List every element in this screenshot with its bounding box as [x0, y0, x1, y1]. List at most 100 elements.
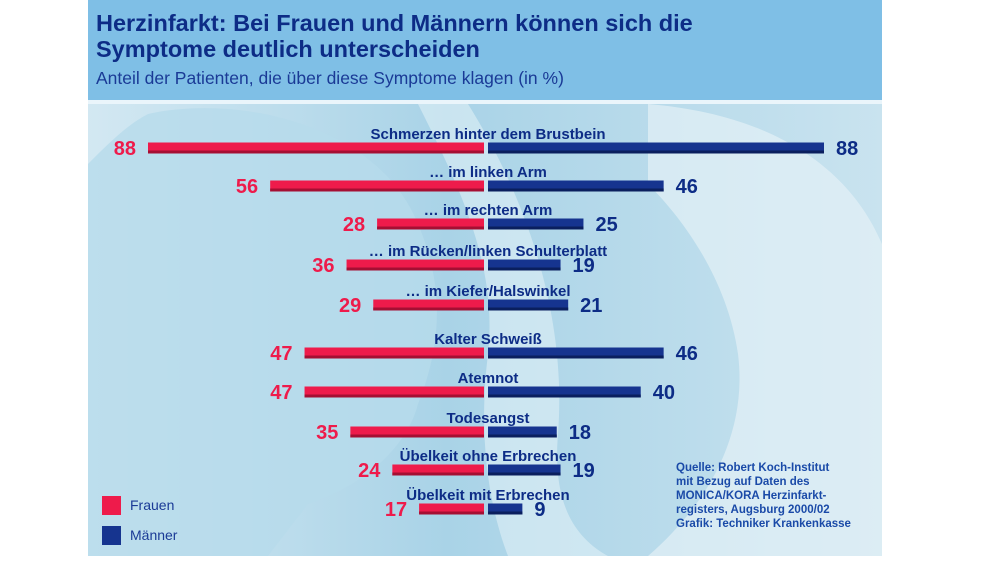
value-label-maenner: 9: [534, 499, 545, 521]
man-silhouette: [648, 104, 882, 556]
category-label: … im Kiefer/Halswinkel: [405, 283, 570, 300]
bar-frauen-shadow: [419, 511, 484, 515]
bar-maenner-shadow: [488, 434, 557, 438]
title-line-2: Symptome deutlich unterscheiden: [96, 36, 480, 62]
bar-frauen-shadow: [148, 150, 484, 154]
bar-maenner-shadow: [488, 307, 569, 311]
legend-item-maenner: Männer: [102, 520, 177, 550]
bar-row: … im linken Arm 56 46: [236, 164, 698, 198]
bar-maenner-shadow: [488, 355, 664, 359]
bar-frauen-shadow: [304, 355, 484, 359]
value-label-maenner: 46: [676, 343, 698, 365]
bar-frauen: [350, 426, 484, 438]
value-label-maenner: 21: [580, 295, 602, 317]
chart-title: Herzinfarkt: Bei Frauen und Männern könn…: [96, 10, 876, 62]
category-label: Todesangst: [446, 410, 529, 427]
bar-row: … im Kiefer/Halswinkel 29 21: [339, 283, 602, 317]
source-line: Grafik: Techniker Krankenkasse: [676, 518, 851, 530]
source-note: Quelle: Robert Koch-Institut mit Bezug a…: [676, 461, 876, 531]
bar-frauen-shadow: [373, 307, 484, 311]
bar-frauen: [377, 218, 484, 230]
title-line-1: Herzinfarkt: Bei Frauen und Männern könn…: [96, 10, 693, 36]
category-label: Atemnot: [458, 370, 519, 387]
value-label-frauen: 88: [114, 138, 136, 160]
bar-maenner-shadow: [488, 394, 641, 398]
value-label-frauen: 24: [358, 460, 381, 482]
value-label-frauen: 28: [343, 214, 365, 236]
value-label-frauen: 35: [316, 422, 338, 444]
bar-maenner: [488, 259, 561, 271]
category-label: Übelkeit ohne Erbrechen: [400, 448, 577, 465]
source-line: registers, Augsburg 2000/02: [676, 504, 830, 516]
value-label-frauen: 36: [312, 255, 334, 277]
bar-frauen: [304, 347, 484, 359]
bar-frauen: [304, 386, 484, 398]
bar-frauen-shadow: [392, 472, 484, 476]
bar-maenner-shadow: [488, 472, 561, 476]
bar-frauen: [392, 464, 484, 476]
bar-maenner: [488, 347, 664, 359]
category-label: … im Rücken/linken Schulterblatt: [369, 243, 607, 260]
value-label-maenner: 19: [573, 460, 595, 482]
bar-maenner: [488, 299, 569, 311]
bar-maenner: [488, 503, 523, 515]
source-line: mit Bezug auf Daten des: [676, 476, 810, 488]
bar-maenner-shadow: [488, 188, 664, 192]
bar-maenner: [488, 426, 557, 438]
bar-row: … im rechten Arm 28 25: [343, 202, 618, 236]
value-label-maenner: 18: [569, 422, 591, 444]
bar-frauen-shadow: [350, 434, 484, 438]
value-label-frauen: 47: [270, 382, 292, 404]
bar-frauen: [270, 180, 484, 192]
value-label-frauen: 56: [236, 176, 258, 198]
bar-frauen-shadow: [270, 188, 484, 192]
bar-maenner-shadow: [488, 150, 824, 154]
bar-frauen: [346, 259, 484, 271]
bar-frauen: [419, 503, 484, 515]
value-label-frauen: 29: [339, 295, 361, 317]
bar-frauen: [148, 142, 484, 154]
bar-frauen-shadow: [346, 267, 484, 271]
bar-maenner: [488, 142, 824, 154]
legend-swatch-frauen: [102, 495, 121, 515]
bar-maenner: [488, 386, 641, 398]
bar-maenner-shadow: [488, 511, 523, 515]
background-portraits: [88, 104, 882, 556]
category-label: Übelkeit mit Erbrechen: [406, 487, 569, 504]
value-label-maenner: 40: [653, 382, 675, 404]
infographic-frame: Herzinfarkt: Bei Frauen und Männern könn…: [88, 0, 882, 556]
bar-maenner: [488, 464, 561, 476]
bar-row: Übelkeit ohne Erbrechen 24 19: [358, 448, 595, 482]
bar-maenner-shadow: [488, 226, 584, 230]
category-label: Schmerzen hinter dem Brustbein: [370, 126, 605, 143]
bar-frauen-shadow: [377, 226, 484, 230]
value-label-frauen: 47: [270, 343, 292, 365]
legend: Frauen Männer: [102, 490, 177, 550]
legend-label-frauen: Frauen: [130, 497, 175, 513]
bar-row: Schmerzen hinter dem Brustbein 88 88: [114, 126, 859, 160]
bar-row: Kalter Schweiß 47 46: [270, 331, 698, 365]
source-line: Quelle: Robert Koch-Institut: [676, 462, 830, 474]
bar-row: Atemnot 47 40: [270, 370, 675, 404]
value-label-frauen: 17: [385, 499, 407, 521]
woman-silhouette: [88, 108, 437, 556]
bar-frauen-shadow: [304, 394, 484, 398]
value-label-maenner: 25: [595, 214, 617, 236]
source-line: MONICA/KORA Herzinfarkt-: [676, 490, 827, 502]
legend-item-frauen: Frauen: [102, 490, 177, 520]
legend-swatch-maenner: [102, 525, 121, 545]
bar-maenner: [488, 218, 584, 230]
chart-subtitle: Anteil der Patienten, die über diese Sym…: [96, 68, 564, 88]
bar-frauen: [373, 299, 484, 311]
bar-row: Todesangst 35 18: [316, 410, 591, 444]
value-label-maenner: 88: [836, 138, 858, 160]
bar-maenner: [488, 180, 664, 192]
legend-label-maenner: Männer: [130, 527, 178, 543]
header-banner: Herzinfarkt: Bei Frauen und Männern könn…: [88, 0, 882, 104]
value-label-maenner: 46: [676, 176, 698, 198]
bar-row: … im Rücken/linken Schulterblatt 36 19: [312, 243, 607, 277]
value-label-maenner: 19: [573, 255, 595, 277]
category-label: … im linken Arm: [429, 164, 547, 181]
butterfly-bar-chart: Schmerzen hinter dem Brustbein 88 88 … im l…: [114, 126, 859, 521]
